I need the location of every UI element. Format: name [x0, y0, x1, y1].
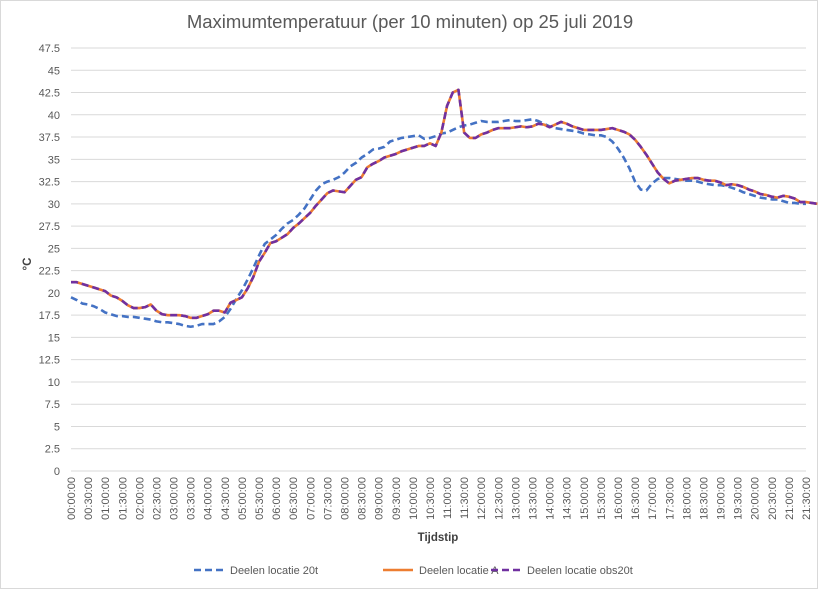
- y-axis-title: °C: [22, 258, 34, 271]
- x-tick-label: 21:30:00: [801, 477, 813, 520]
- y-tick-label: 7.5: [45, 399, 60, 411]
- x-tick-label: 12:00:00: [476, 477, 488, 520]
- x-tick-label: 02:30:00: [151, 477, 163, 520]
- y-tick-label: 42.5: [39, 88, 60, 100]
- series-lines: [70, 88, 818, 329]
- x-tick-label: 07:30:00: [322, 477, 334, 520]
- x-tick-label: 11:30:00: [459, 477, 471, 519]
- x-tick-label: 11:00:00: [442, 477, 454, 519]
- x-tick-label: 07:00:00: [305, 477, 317, 520]
- x-tick-label: 17:30:00: [664, 477, 676, 520]
- x-tick-label: 16:00:00: [613, 477, 625, 520]
- y-tick-label: 37.5: [39, 132, 60, 144]
- x-tick-label: 13:00:00: [510, 477, 522, 520]
- x-tick-label: 02:00:00: [134, 477, 146, 520]
- legend-label: Deelen locatie obs20t: [527, 565, 633, 577]
- x-tick-label: 04:00:00: [203, 477, 215, 520]
- y-tick-label: 30: [48, 199, 60, 211]
- y-tick-label: 40: [48, 110, 60, 122]
- x-tick-label: 05:00:00: [237, 477, 249, 520]
- x-tick-label: 08:00:00: [339, 477, 351, 520]
- x-tick-label: 05:30:00: [254, 477, 266, 520]
- x-tick-label: 12:30:00: [493, 477, 505, 520]
- x-tick-label: 04:30:00: [220, 477, 232, 520]
- x-tick-label: 06:00:00: [271, 477, 283, 520]
- x-tick-label: 21:00:00: [784, 477, 796, 520]
- y-tick-label: 2.5: [45, 444, 60, 456]
- x-axis-title: Tijdstip: [418, 532, 459, 544]
- x-tick-label: 10:30:00: [425, 477, 437, 520]
- y-tick-label: 10: [48, 377, 60, 389]
- legend-label: Deelen locatie 20t: [230, 565, 318, 577]
- x-tick-label: 10:00:00: [408, 477, 420, 520]
- x-tick-label: 09:00:00: [374, 477, 386, 520]
- y-axis-ticks: 0 2.5 5 7.5 10 12.5 15 17.5 20 22.5 25 27.5 30 32.5 35…: [39, 43, 60, 478]
- x-tick-label: 03:00:00: [169, 477, 181, 520]
- x-tick-label: 19:00:00: [716, 477, 728, 520]
- x-tick-label: 08:30:00: [357, 477, 369, 520]
- y-tick-label: 0: [54, 466, 60, 478]
- y-tick-label: 22.5: [39, 266, 60, 278]
- x-tick-label: 01:00:00: [100, 477, 112, 520]
- y-tick-label: 35: [48, 154, 60, 166]
- x-tick-label: 18:00:00: [681, 477, 693, 520]
- x-tick-label: 00:30:00: [83, 477, 95, 520]
- gridlines: [71, 47, 806, 472]
- y-tick-label: 5: [54, 421, 60, 433]
- x-tick-label: 15:00:00: [579, 477, 591, 520]
- x-tick-label: 20:30:00: [767, 477, 779, 520]
- legend-label: Deelen locatie A: [419, 565, 499, 577]
- x-tick-label: 17:00:00: [647, 477, 659, 520]
- x-tick-label: 13:30:00: [528, 477, 540, 520]
- x-tick-label: 18:30:00: [698, 477, 710, 520]
- y-tick-label: 45: [48, 65, 60, 77]
- x-tick-label: 01:30:00: [117, 477, 129, 520]
- x-tick-label: 15:30:00: [596, 477, 608, 520]
- series-line-1: [70, 117, 806, 329]
- x-tick-label: 09:30:00: [391, 477, 403, 520]
- x-tick-label: 16:30:00: [630, 477, 642, 520]
- x-tick-label: 06:30:00: [288, 477, 300, 520]
- y-tick-label: 15: [48, 332, 60, 344]
- legend: Deelen locatie 20t Deelen locatie A Deelen…: [194, 565, 633, 577]
- y-tick-label: 27.5: [39, 221, 60, 233]
- x-axis-ticks: 00:00:00 00:30:00 01:00:00 01:30:00 02:00:00…: [66, 477, 813, 520]
- y-tick-label: 32.5: [39, 177, 60, 189]
- x-tick-label: 00:00:00: [66, 477, 78, 520]
- x-tick-label: 20:00:00: [750, 477, 762, 520]
- x-tick-label: 14:30:00: [562, 477, 574, 520]
- x-tick-label: 14:00:00: [545, 477, 557, 520]
- y-tick-label: 17.5: [39, 310, 60, 322]
- y-tick-label: 20: [48, 288, 60, 300]
- y-tick-label: 25: [48, 243, 60, 255]
- y-tick-label: 12.5: [39, 355, 60, 367]
- x-tick-label: 19:30:00: [733, 477, 745, 520]
- x-tick-label: 03:30:00: [186, 477, 198, 520]
- y-tick-label: 47.5: [39, 43, 60, 55]
- series-line-3: [71, 88, 818, 320]
- chart-title: Maximumtemperatuur (per 10 minuten) op 2…: [187, 11, 633, 32]
